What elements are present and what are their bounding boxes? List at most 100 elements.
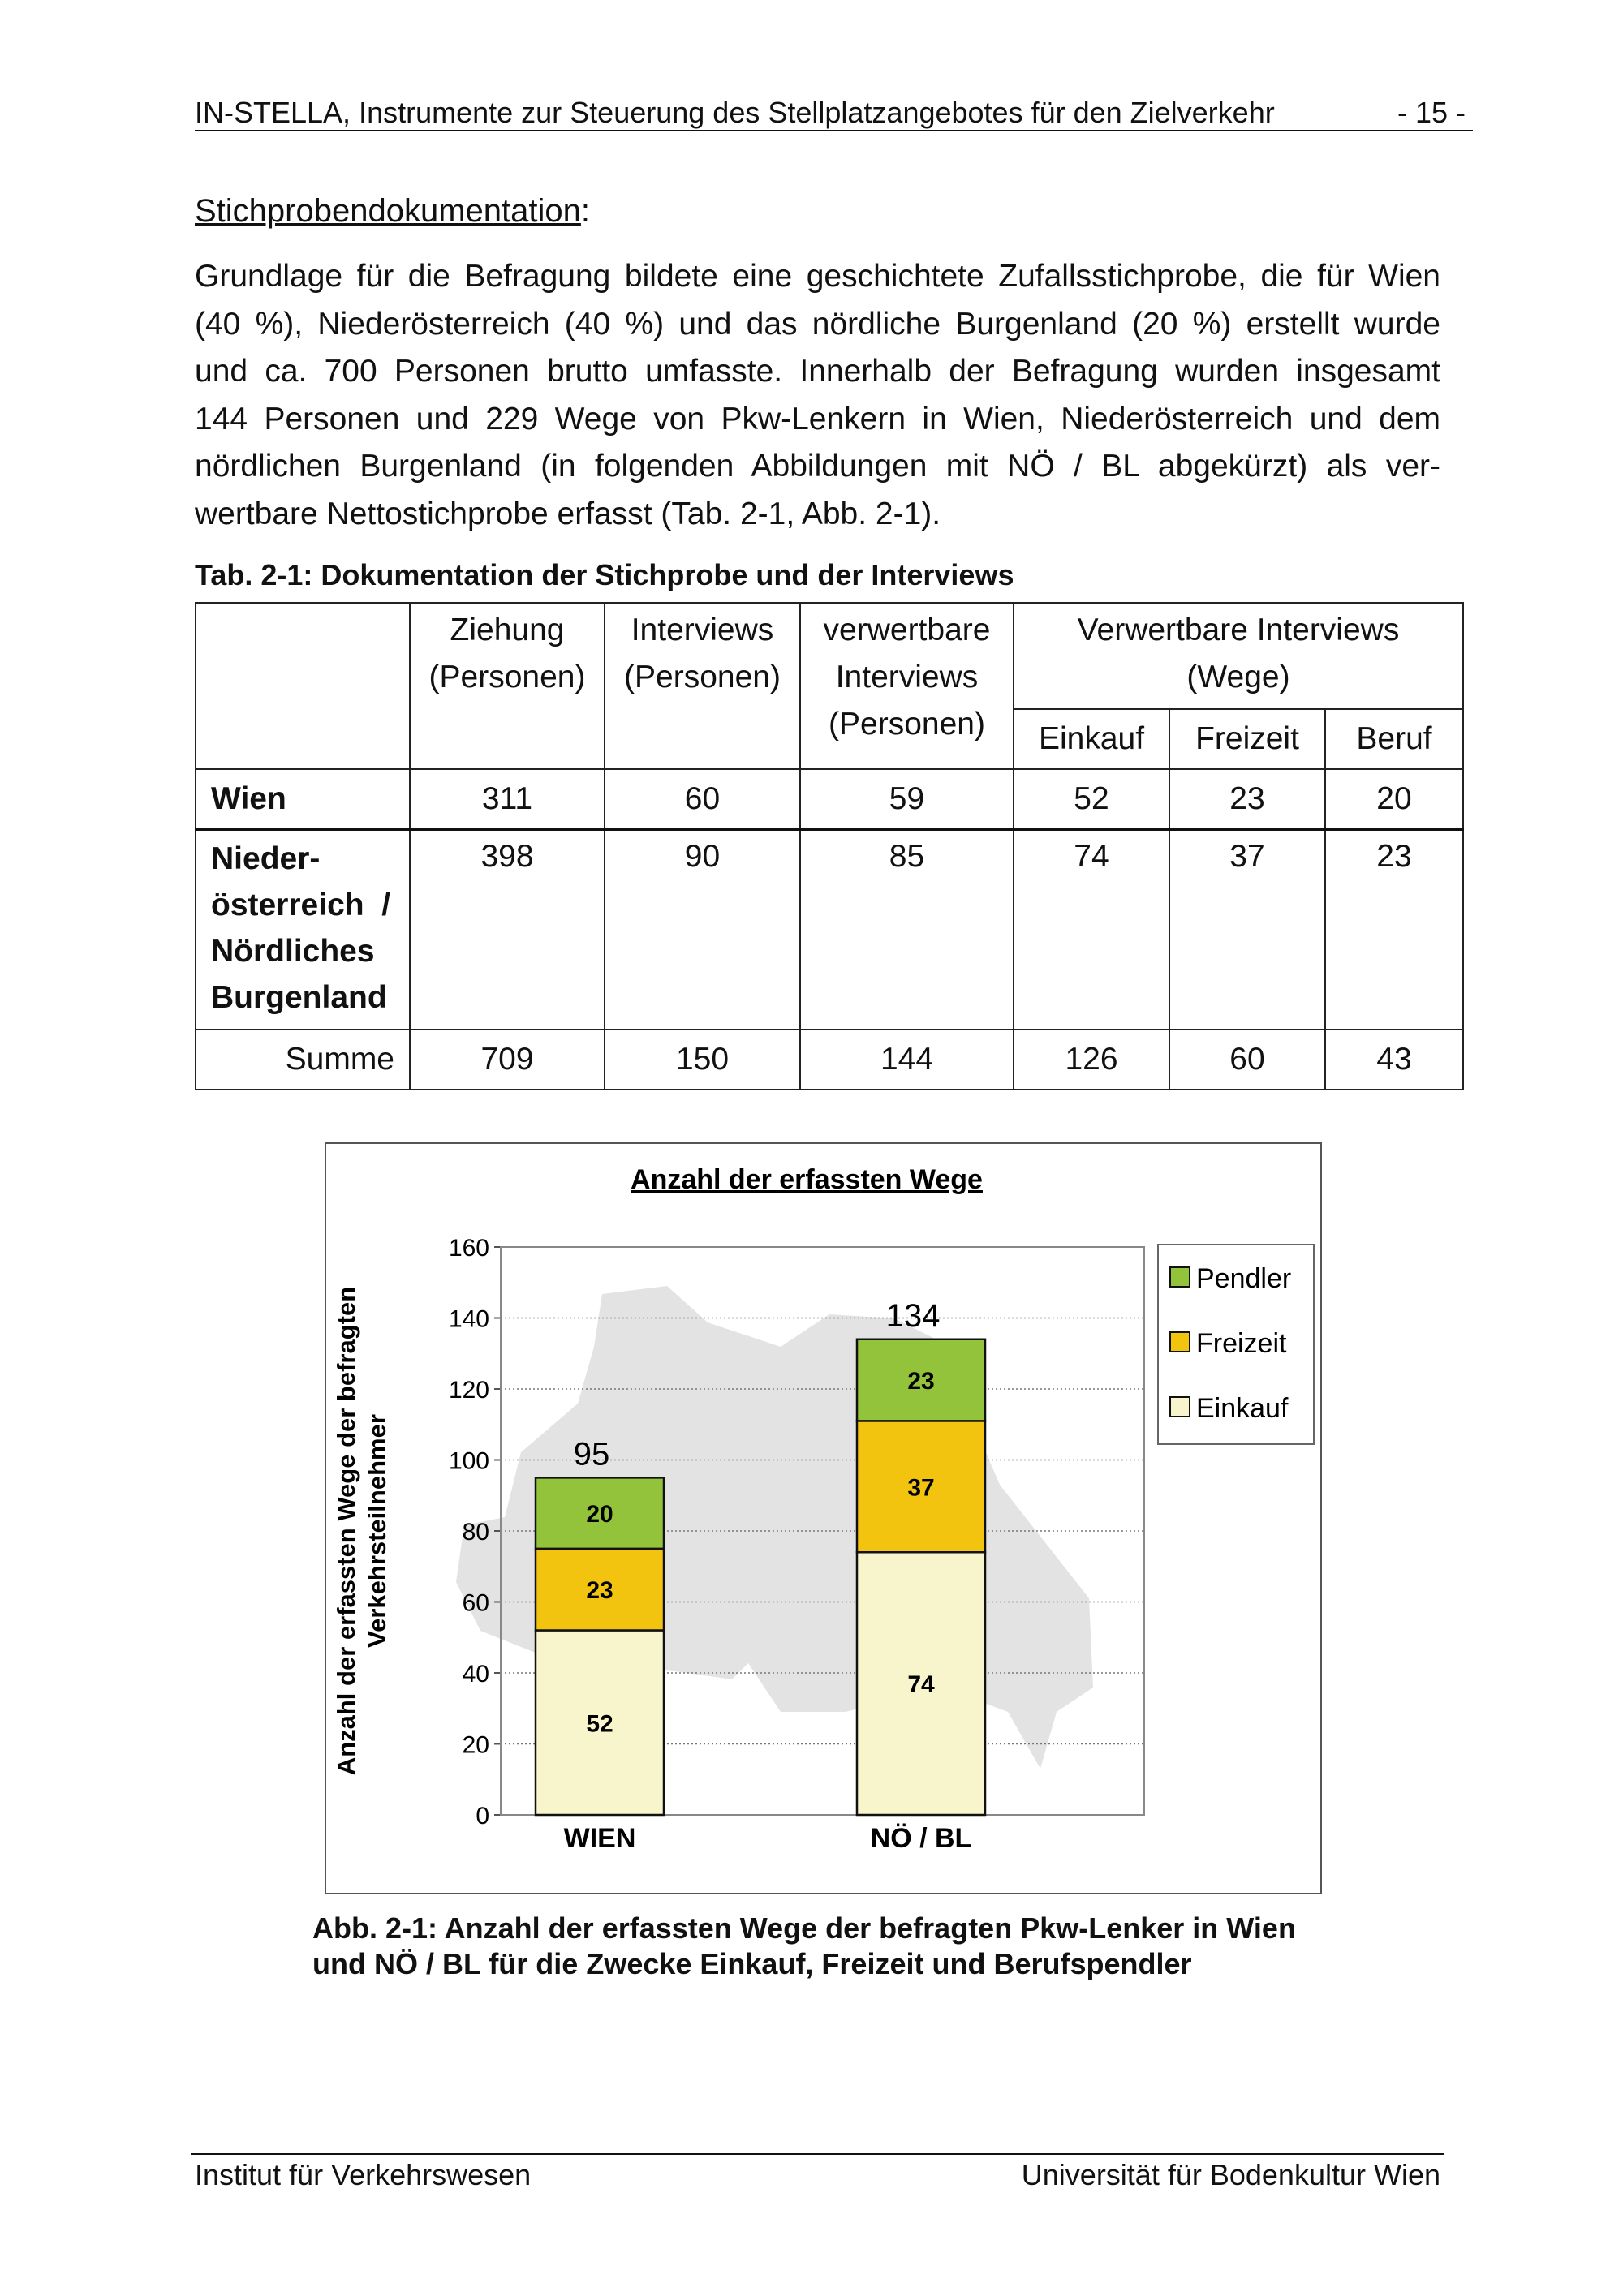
row-label-line: Nördliches — [211, 934, 375, 969]
footer-rule — [191, 2153, 1444, 2155]
bar-segment-freizeit — [534, 1547, 665, 1632]
sample-table: Ziehung (Personen) Interviews (Personen) v… — [195, 602, 1464, 1090]
y-tick-label: 40 — [463, 1661, 489, 1688]
legend-swatch-freizeit — [1169, 1331, 1190, 1352]
table-caption: Tab. 2-1: Dokumentation der Stichprobe u… — [195, 558, 1014, 591]
y-tick-label: 160 — [449, 1235, 489, 1262]
table-row-noe-bl: Nieder-österreich / Nördliches Burgenland … — [195, 828, 1464, 1030]
header-line: (Personen) — [624, 660, 781, 694]
body-paragraph: Grundlage für die Befragung bildete eine… — [195, 253, 1440, 538]
cell: 43 — [1324, 1029, 1464, 1090]
row-label: Wien — [195, 768, 411, 830]
y-tick-label: 120 — [449, 1377, 489, 1404]
cell: 23 — [1324, 828, 1464, 1030]
cell: 52 — [1013, 768, 1170, 830]
cell: 60 — [1169, 1029, 1326, 1090]
data-label: 74 — [907, 1671, 935, 1698]
cell: 60 — [604, 768, 801, 830]
header-verwertbare: verwertbare Interviews (Personen) — [799, 602, 1014, 770]
header-line: (Personen) — [829, 707, 985, 742]
paragraph-line: (40 %), Niederösterreich (40 %) und das … — [195, 306, 1440, 342]
paragraph-line: 144 Personen und 229 Wege von Pkw-Lenker… — [195, 401, 1440, 436]
header-line: (Personen) — [428, 660, 586, 694]
page-number: - 15 - — [1397, 96, 1466, 129]
section-colon: : — [580, 193, 591, 229]
cell: 85 — [799, 828, 1014, 1030]
cell: 709 — [409, 1029, 605, 1090]
header-line: Ziehung — [450, 613, 565, 647]
bar-segment-pendler — [855, 1338, 987, 1422]
cell: 90 — [604, 828, 801, 1030]
cell: 126 — [1013, 1029, 1170, 1090]
row-label-line: österreich / — [211, 888, 391, 922]
header-line: (Wege) — [1186, 660, 1290, 694]
x-category-label: NÖ / BL — [871, 1823, 972, 1854]
footer-university: Universität für Bodenkultur Wien — [1021, 2158, 1440, 2191]
caption-line: und NÖ / BL für die Zwecke Einkauf, Frei… — [312, 1947, 1192, 1980]
plot-area — [500, 1246, 1145, 1816]
data-label: 37 — [907, 1474, 934, 1501]
y-axis-label-line: Verkehrsteilnehmer — [363, 1414, 391, 1648]
row-label: Summe — [195, 1029, 411, 1090]
cell: 74 — [1013, 828, 1170, 1030]
cell: 20 — [1324, 768, 1464, 830]
legend-label: Einkauf — [1196, 1393, 1289, 1424]
bar-segment-einkauf — [534, 1629, 665, 1817]
y-tick-label: 20 — [463, 1732, 489, 1759]
header-line: Interviews — [835, 660, 979, 694]
data-label: 23 — [586, 1577, 613, 1604]
cell: 398 — [409, 828, 605, 1030]
row-label-line: Nieder- — [211, 841, 321, 876]
cell: 59 — [799, 768, 1014, 830]
section-heading: Stichprobendokumentation: — [195, 193, 590, 230]
y-tick-label: 0 — [476, 1803, 489, 1829]
table-row-summe: Summe 709 150 144 126 60 43 — [195, 1029, 1464, 1090]
section-title: Stichprobendokumentation — [195, 193, 581, 229]
cell: 150 — [604, 1029, 801, 1090]
y-axis-label-line: Anzahl der erfassten Wege der befragten — [332, 1287, 360, 1775]
paragraph-line: und ca. 700 Personen brutto umfasste. In… — [195, 354, 1440, 389]
table-row-wien: Wien 311 60 59 52 23 20 — [195, 768, 1464, 830]
header-interviews: Interviews (Personen) — [604, 602, 801, 770]
header-freizeit: Freizeit — [1169, 708, 1326, 770]
paragraph-line: Grundlage für die Befragung bildete eine… — [195, 259, 1440, 294]
cell: 144 — [799, 1029, 1014, 1090]
legend-swatch-pendler — [1169, 1266, 1190, 1288]
legend-label: Freizeit — [1196, 1328, 1287, 1359]
header-wege-group: Verwertbare Interviews (Wege) — [1013, 602, 1464, 710]
cell: 311 — [409, 768, 605, 830]
header-rule — [195, 130, 1473, 131]
y-axis-label: Anzahl der erfassten Wege der befragtenV… — [332, 1287, 391, 1775]
row-label: Nieder-österreich / Nördliches Burgenland — [195, 828, 411, 1030]
cell: 23 — [1169, 768, 1326, 830]
caption-line: Abb. 2-1: Anzahl der erfassten Wege der … — [312, 1911, 1296, 1945]
cell: 37 — [1169, 828, 1326, 1030]
y-tick-label: 100 — [449, 1448, 489, 1475]
data-label: 52 — [586, 1710, 613, 1737]
paragraph-line: wertbare Nettostichprobe erfasst (Tab. 2… — [195, 496, 941, 531]
legend-label: Pendler — [1196, 1263, 1291, 1294]
data-label: 20 — [586, 1501, 613, 1528]
y-tick-label: 140 — [449, 1306, 489, 1333]
header-line: Interviews — [631, 613, 774, 647]
paragraph-line: nördlichen Burgenland (in folgenden Abbi… — [195, 449, 1440, 484]
total-label: 134 — [886, 1298, 941, 1334]
footer-institute: Institut für Verkehrswesen — [195, 2158, 532, 2191]
header-einkauf: Einkauf — [1013, 708, 1170, 770]
data-label: 23 — [907, 1368, 934, 1395]
figure-caption: Abb. 2-1: Anzahl der erfassten Wege der … — [312, 1911, 1296, 1982]
header-line: verwertbare — [823, 613, 991, 647]
running-header-title: IN-STELLA, Instrumente zur Steuerung des… — [195, 96, 1275, 129]
bar-segment-einkauf — [855, 1551, 987, 1817]
header-ziehung: Ziehung (Personen) — [409, 602, 605, 770]
total-label: 95 — [574, 1436, 610, 1472]
table-corner-cell — [195, 602, 411, 770]
header-line: Verwertbare Interviews — [1077, 613, 1400, 647]
header-beruf: Beruf — [1324, 708, 1464, 770]
x-category-label: WIEN — [564, 1823, 636, 1854]
y-tick-label: 60 — [463, 1590, 489, 1617]
stacked-bar-chart: Anzahl der erfassten Wege 0 20 40 60 80 100 12… — [332, 1164, 1315, 1854]
bar-segment-freizeit — [855, 1420, 987, 1554]
bar-segment-pendler — [534, 1477, 665, 1550]
y-tick-label: 80 — [463, 1519, 489, 1546]
